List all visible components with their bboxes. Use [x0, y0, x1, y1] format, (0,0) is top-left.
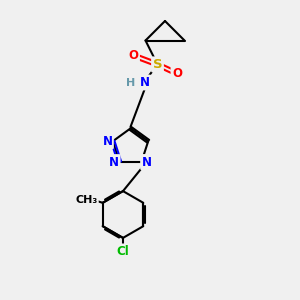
Text: Cl: Cl [117, 245, 129, 258]
Text: O: O [172, 67, 182, 80]
Text: S: S [153, 58, 162, 71]
Text: CH₃: CH₃ [75, 195, 98, 205]
Text: O: O [128, 49, 139, 62]
Text: N: N [102, 135, 112, 148]
Text: H: H [127, 77, 136, 88]
Text: N: N [109, 155, 119, 169]
Text: N: N [142, 155, 152, 169]
Text: N: N [142, 156, 152, 169]
Text: N: N [140, 76, 150, 89]
